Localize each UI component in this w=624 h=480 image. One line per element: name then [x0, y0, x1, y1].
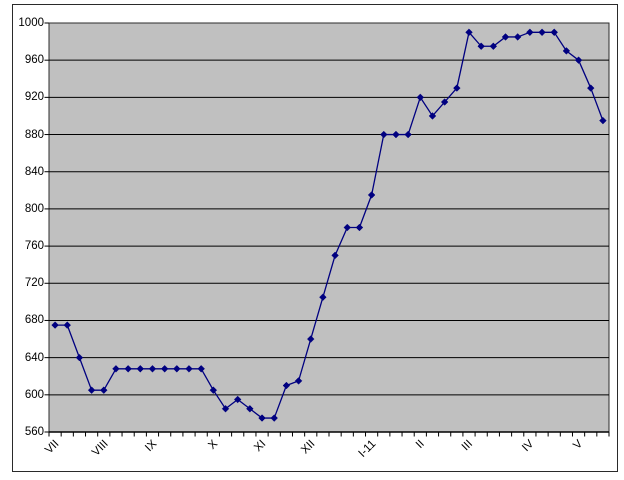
- data-point-marker: [173, 365, 181, 373]
- data-point-marker: [562, 47, 571, 55]
- data-point-marker: [538, 28, 546, 37]
- y-axis-tick-label: 920: [24, 91, 44, 104]
- data-point-marker: [331, 251, 339, 260]
- data-point-marker: [380, 130, 388, 139]
- y-axis-tick-label: 600: [24, 388, 44, 401]
- data-point-marker: [586, 84, 595, 92]
- data-point-marker: [221, 405, 230, 413]
- data-point-marker: [209, 386, 218, 394]
- y-axis-tick-label: 560: [24, 426, 44, 438]
- data-point-marker: [270, 414, 278, 422]
- data-point-marker: [513, 33, 522, 41]
- data-point-marker: [75, 353, 84, 362]
- data-point-marker: [87, 386, 96, 394]
- data-point-marker: [185, 365, 193, 373]
- y-axis-tick-label: 640: [24, 351, 44, 364]
- data-point-marker: [258, 414, 266, 422]
- data-point-marker: [489, 42, 498, 50]
- y-axis-tick-label: 1000: [18, 17, 44, 29]
- series-line: [55, 31, 604, 419]
- y-axis-tick-label: 680: [24, 314, 44, 327]
- data-point-marker: [233, 395, 242, 404]
- data-point-marker: [355, 223, 364, 232]
- data-point-marker: [63, 321, 72, 329]
- data-point-marker: [367, 191, 376, 199]
- y-axis-tick-label: 840: [24, 165, 44, 178]
- data-point-marker: [440, 98, 449, 106]
- data-point-marker: [428, 112, 437, 120]
- data-point-marker: [343, 223, 352, 232]
- data-point-marker: [100, 386, 108, 394]
- data-point-marker: [526, 28, 534, 37]
- data-point-marker: [282, 381, 291, 390]
- data-point-marker: [404, 130, 412, 139]
- data-point-marker: [51, 321, 59, 329]
- data-point-marker: [477, 42, 485, 50]
- data-point-marker: [599, 116, 607, 125]
- data-point-marker: [392, 130, 400, 139]
- y-axis-tick-label: 960: [24, 54, 44, 67]
- data-point-marker: [550, 28, 558, 37]
- data-point-marker: [319, 293, 327, 301]
- data-point-marker: [501, 33, 510, 41]
- data-point-marker: [294, 377, 303, 385]
- data-point-marker: [465, 28, 473, 37]
- data-point-marker: [306, 335, 315, 343]
- data-point-marker: [416, 93, 425, 102]
- data-point-marker: [112, 365, 120, 373]
- y-axis-tick-label: 880: [24, 128, 44, 141]
- data-point-marker: [124, 365, 132, 373]
- y-axis-tick-label: 720: [24, 277, 44, 290]
- data-point-marker: [574, 56, 583, 64]
- y-axis-tick-label: 760: [24, 240, 44, 253]
- plot-area-background: [48, 22, 610, 433]
- data-point-marker: [197, 365, 205, 373]
- y-axis-tick-label: 800: [24, 202, 44, 215]
- data-point-marker: [148, 365, 157, 373]
- data-point-marker: [453, 84, 461, 92]
- data-point-marker: [160, 365, 169, 373]
- data-point-marker: [246, 405, 254, 413]
- data-point-marker: [136, 365, 145, 373]
